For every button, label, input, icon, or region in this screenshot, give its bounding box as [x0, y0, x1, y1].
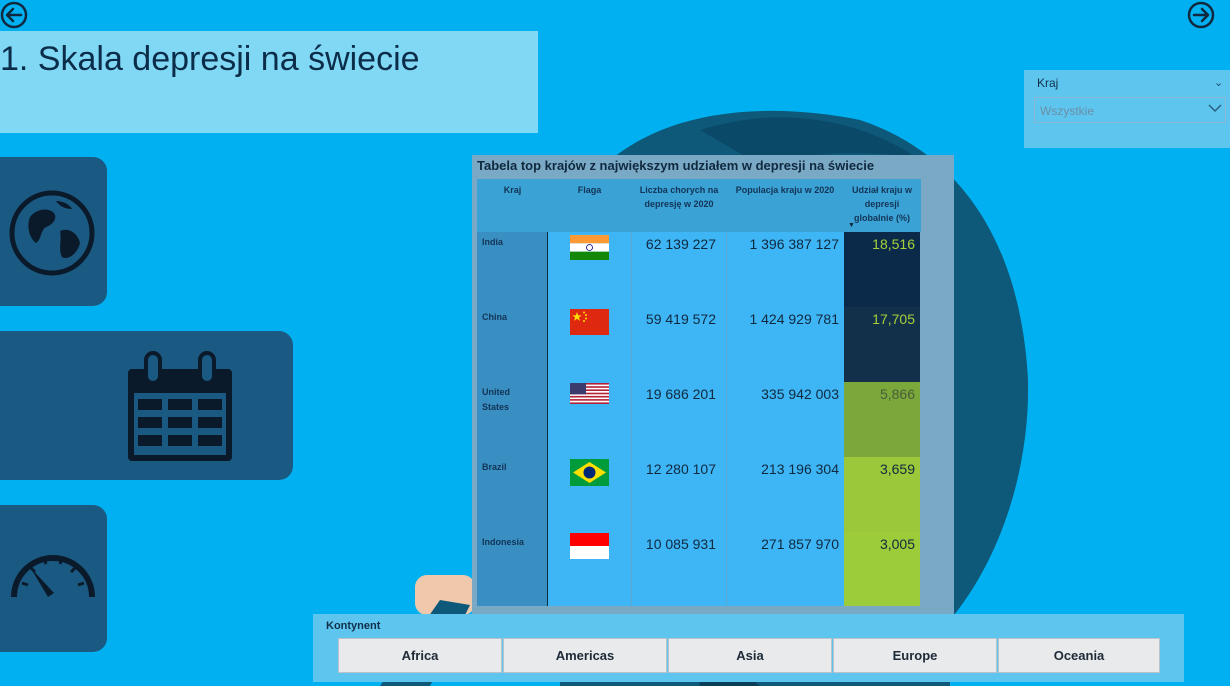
- table-cell-population: 213 196 304: [761, 461, 839, 477]
- continent-option-europe[interactable]: Europe: [833, 638, 997, 673]
- column-divider: [631, 232, 632, 606]
- chevron-down-icon[interactable]: ⌄: [1214, 77, 1224, 89]
- column-divider: [726, 232, 727, 606]
- table-cell-country: Brazil: [482, 462, 507, 472]
- india-flag-icon: [570, 235, 609, 260]
- table-header-row: [477, 179, 921, 232]
- col-header-country[interactable]: Kraj: [503, 185, 522, 195]
- title-banner: [0, 31, 538, 133]
- table-title: Tabela top krajów z największym udziałem…: [477, 158, 875, 173]
- share-cell: [844, 232, 920, 307]
- table-cell-population: 1 424 929 781: [749, 311, 839, 327]
- china-flag-icon: [570, 309, 609, 335]
- country-column: [477, 232, 548, 606]
- gauge-icon: [11, 555, 95, 598]
- table-cell-share: 3,659: [879, 461, 915, 477]
- continent-option-asia[interactable]: Asia: [668, 638, 832, 673]
- gauge-tile-button[interactable]: [0, 505, 107, 652]
- chevron-down-icon: [1208, 104, 1222, 113]
- table-cell-country: India: [482, 237, 504, 247]
- table-cell-patients: 59 419 572: [645, 311, 716, 327]
- table-cell-share: 5,866: [879, 386, 915, 402]
- share-cell: [844, 307, 920, 382]
- continent-option-americas[interactable]: Americas: [503, 638, 667, 673]
- globe-tile-button[interactable]: [0, 157, 107, 306]
- table-cell-country: China: [482, 312, 508, 322]
- table-cell-country: United States: [482, 387, 510, 412]
- share-cell: [844, 457, 920, 532]
- usa-flag-icon: [570, 383, 609, 404]
- table-cell-patients: 10 085 931: [645, 536, 716, 552]
- country-dropdown[interactable]: [1034, 97, 1226, 123]
- continent-option-oceania[interactable]: Oceania: [998, 638, 1160, 673]
- share-cell: [844, 382, 920, 457]
- table-cell-population: 335 942 003: [761, 386, 839, 402]
- sort-desc-icon: ▼: [848, 222, 855, 229]
- forward-button[interactable]: [1186, 0, 1216, 30]
- calendar-tile-button[interactable]: [0, 331, 293, 480]
- indonesia-flag-icon: [570, 533, 609, 559]
- country-filter-label: Kraj: [1037, 76, 1059, 90]
- brazil-flag-icon: [570, 459, 609, 486]
- arrow-left-icon: [0, 1, 28, 29]
- back-button[interactable]: [0, 0, 30, 30]
- table-cell-share: 3,005: [879, 536, 915, 552]
- table-cell-patients: 19 686 201: [645, 386, 716, 402]
- col-header-patients[interactable]: Liczba chorych na depresję w 2020: [639, 185, 719, 209]
- table-cell-patients: 62 139 227: [645, 236, 716, 252]
- column-divider: [547, 232, 548, 606]
- page-title: 1. Skala depresji na świecie: [0, 40, 420, 78]
- country-dropdown-value: Wszystkie: [1040, 104, 1094, 118]
- col-header-share[interactable]: Udział kraju w depresji globalnie (%): [851, 185, 913, 223]
- continent-slicer-label: Kontynent: [326, 620, 381, 632]
- globe-icon: [9, 190, 95, 276]
- share-cell: [844, 532, 920, 606]
- table-cell-share: 18,516: [872, 236, 915, 252]
- table-cell-country: Indonesia: [482, 537, 525, 547]
- continent-option-africa[interactable]: Africa: [338, 638, 502, 673]
- table-cell-population: 271 857 970: [761, 536, 839, 552]
- table-cell-population: 1 396 387 127: [749, 236, 839, 252]
- table-cell-patients: 12 280 107: [645, 461, 716, 477]
- arrow-right-icon: [1187, 1, 1215, 29]
- table-cell-share: 17,705: [872, 311, 915, 327]
- col-header-population[interactable]: Populacja kraju w 2020: [735, 185, 835, 195]
- col-header-flag[interactable]: Flaga: [577, 185, 602, 195]
- calendar-icon: [128, 351, 232, 461]
